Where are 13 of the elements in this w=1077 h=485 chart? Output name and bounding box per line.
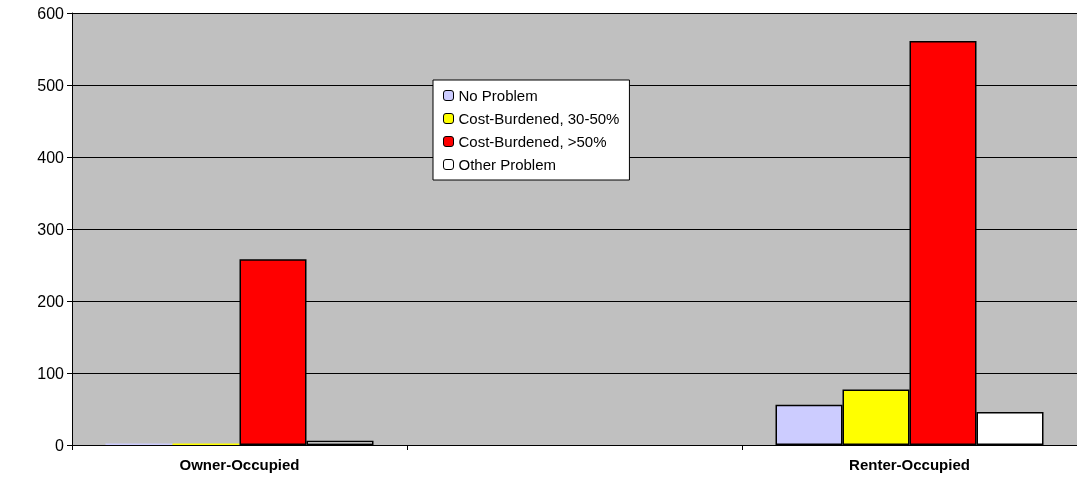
x-tick-label: Owner-Occupied [179, 456, 300, 473]
y-tick-label: 500 [37, 76, 65, 94]
y-tick-label: 100 [37, 364, 65, 382]
x-tick-label: Renter-Occupied [849, 456, 970, 473]
legend-label: No Problem [458, 87, 538, 104]
legend-label: Other Problem [458, 156, 557, 173]
y-tick-label: 0 [55, 436, 65, 454]
y-tick-label: 300 [37, 220, 65, 238]
legend-label: Cost-Burdened, >50% [458, 133, 607, 150]
y-tick-label: 600 [37, 4, 65, 22]
legend-label: Cost-Burdened, 30-50% [458, 110, 620, 127]
y-tick-label: 400 [37, 148, 65, 166]
y-tick-label: 200 [37, 292, 65, 310]
